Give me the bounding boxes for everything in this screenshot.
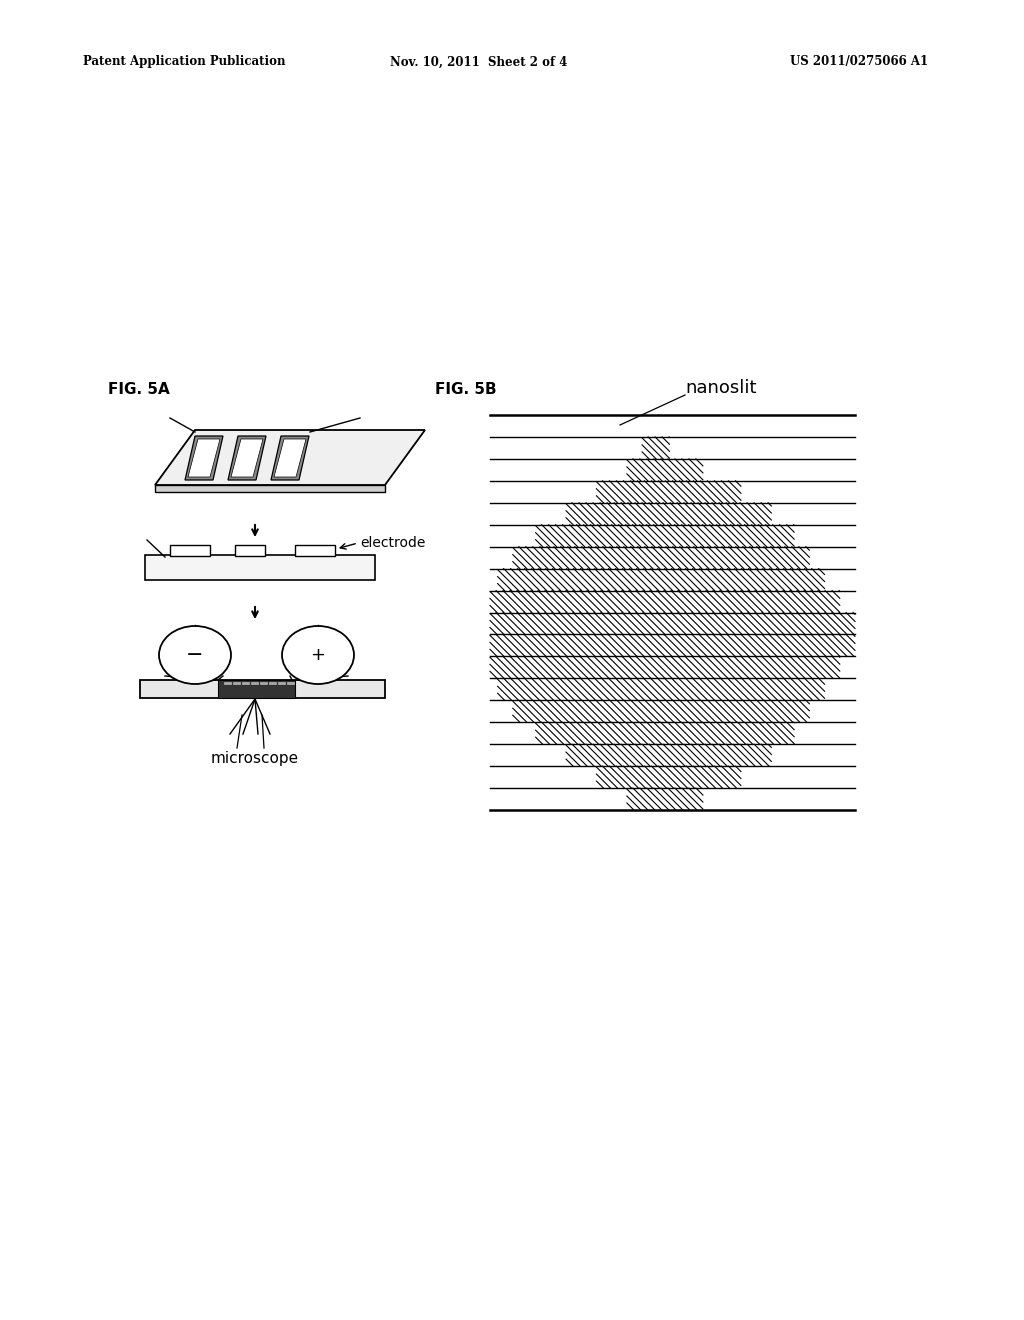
Polygon shape [234,545,265,556]
Polygon shape [140,680,385,698]
Polygon shape [274,440,306,477]
Polygon shape [155,430,425,484]
Polygon shape [218,680,295,698]
Text: electrode: electrode [360,536,425,550]
Text: +: + [310,645,326,664]
Text: Patent Application Publication: Patent Application Publication [83,55,286,69]
Polygon shape [145,554,375,579]
Text: nanoslit: nanoslit [685,379,757,397]
Text: US 2011/0275066 A1: US 2011/0275066 A1 [790,55,928,69]
Polygon shape [228,436,266,480]
Polygon shape [295,545,335,556]
Polygon shape [155,484,385,492]
Polygon shape [185,436,223,480]
Polygon shape [231,440,263,477]
Text: microscope: microscope [211,751,299,766]
Ellipse shape [159,626,231,684]
Ellipse shape [282,626,354,684]
Text: Nov. 10, 2011  Sheet 2 of 4: Nov. 10, 2011 Sheet 2 of 4 [390,55,567,69]
Polygon shape [170,545,210,556]
Polygon shape [271,436,309,480]
Polygon shape [188,440,220,477]
Text: FIG. 5A: FIG. 5A [108,383,170,397]
Text: FIG. 5B: FIG. 5B [435,383,497,397]
Text: −: − [186,645,204,665]
